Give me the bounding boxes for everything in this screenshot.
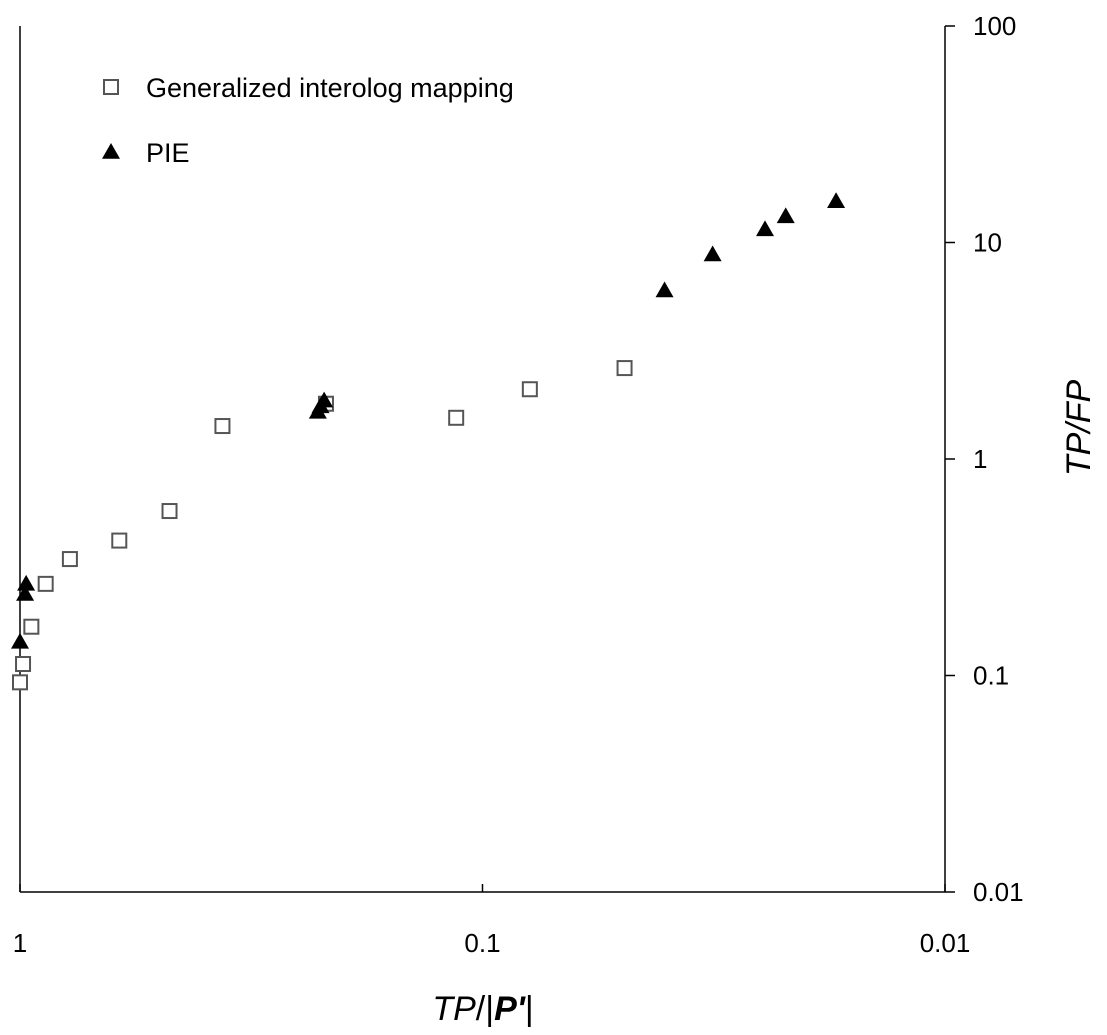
square-point [63,552,77,566]
square-point [618,361,632,375]
square-point [163,504,177,518]
x-axis-title-italic: TP [432,990,476,1028]
legend-item: PIE [102,138,190,168]
legend: Generalized interolog mapping PIE [102,73,514,168]
triangle-point [656,282,674,298]
x-axis-title-middle: /| [476,990,494,1028]
x-axis-title-end: | [525,990,534,1028]
triangle-point [827,192,845,208]
legend-label: Generalized interolog mapping [146,73,514,103]
square-point [523,382,537,396]
triangle-point [11,633,29,649]
y-tick-label: 100 [973,11,1016,41]
legend-label: PIE [146,138,190,168]
x-tick-label: 0.01 [920,928,971,958]
legend-item: Generalized interolog mapping [104,73,514,103]
series-pie [11,192,845,648]
square-point [449,411,463,425]
legend-triangle-icon [102,143,120,159]
triangle-point [756,220,774,236]
triangle-point [704,246,722,262]
y-tick-label: 1 [973,444,987,474]
legend-square-icon [104,80,118,94]
square-point [13,675,27,689]
square-point [112,534,126,548]
triangle-point [777,207,795,223]
x-tick-label: 0.1 [464,928,500,958]
x-axis-title-bold: P' [494,990,527,1028]
y-axis-title: TP/FP [1060,380,1098,477]
y-tick-label: 0.1 [973,661,1009,691]
square-point [16,657,30,671]
x-axis-title: TP/|P'| [432,990,533,1028]
x-tick-label: 1 [13,928,27,958]
y-tick-label: 0.01 [973,877,1024,907]
data-points [11,192,845,689]
square-point [215,419,229,433]
square-point [24,620,38,634]
square-point [39,577,53,591]
y-tick-label: 10 [973,228,1002,258]
